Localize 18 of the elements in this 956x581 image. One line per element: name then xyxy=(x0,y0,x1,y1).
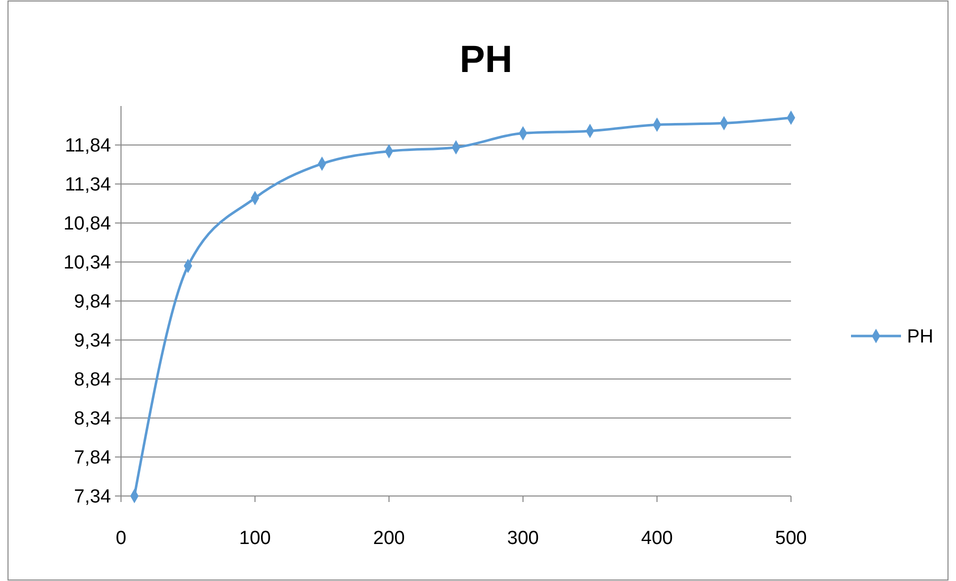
y-tick-label: 7,84 xyxy=(74,448,112,469)
x-tick-label: 100 xyxy=(239,528,271,549)
y-tick-label: 8,34 xyxy=(74,408,112,430)
x-tick-label: 500 xyxy=(775,528,807,549)
y-tick-label: 9,34 xyxy=(74,330,112,352)
x-tick-label: 300 xyxy=(507,528,539,549)
y-tick-label: 11,84 xyxy=(64,136,112,157)
y-tick-label: 10,84 xyxy=(63,214,112,235)
y-tick-label: 10,34 xyxy=(63,252,112,274)
chart-title: PH xyxy=(460,39,512,81)
y-tick-label: 8,84 xyxy=(74,370,112,391)
y-tick-label: 11,34 xyxy=(64,174,112,196)
y-tick-label: 7,34 xyxy=(74,486,112,508)
x-tick-label: 200 xyxy=(373,528,405,549)
x-tick-label: 0 xyxy=(116,528,126,549)
y-tick-label: 9,84 xyxy=(74,292,112,313)
x-tick-label: 400 xyxy=(641,528,673,549)
legend-label: PH xyxy=(907,326,934,348)
